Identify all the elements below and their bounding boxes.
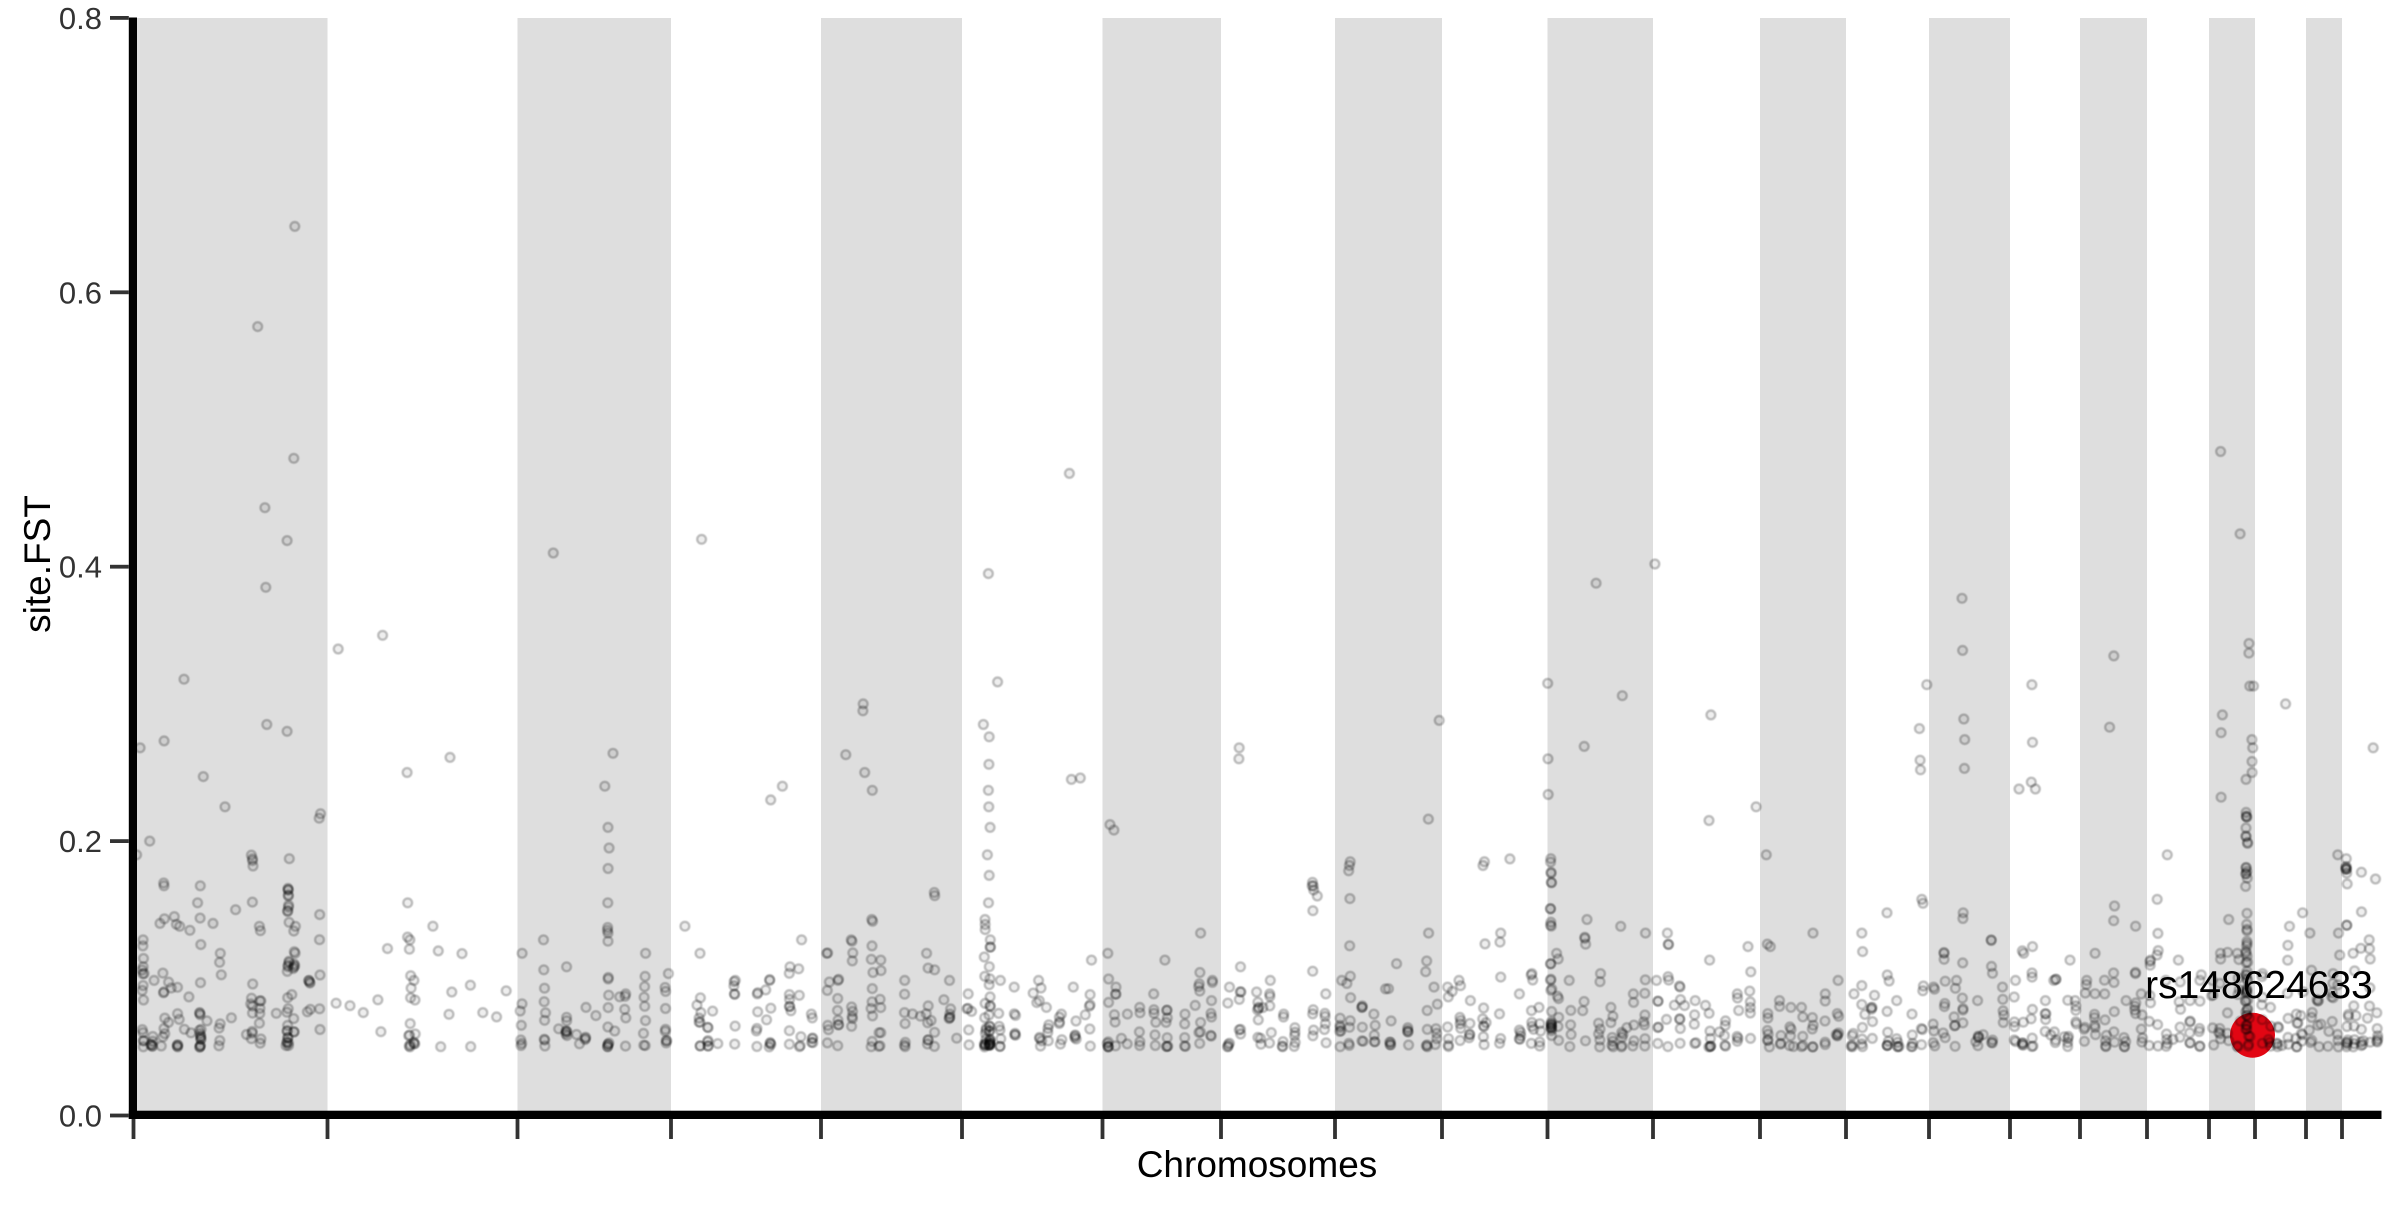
svg-text:0.0: 0.0 bbox=[59, 1099, 102, 1134]
svg-text:0.4: 0.4 bbox=[59, 550, 102, 585]
svg-text:0.2: 0.2 bbox=[59, 824, 102, 859]
svg-text:site.FST: site.FST bbox=[17, 495, 58, 633]
svg-text:Chromosomes: Chromosomes bbox=[1137, 1144, 1378, 1185]
svg-text:rs148624633: rs148624633 bbox=[2145, 964, 2373, 1007]
svg-text:0.6: 0.6 bbox=[59, 275, 102, 310]
svg-text:0.8: 0.8 bbox=[59, 1, 102, 36]
